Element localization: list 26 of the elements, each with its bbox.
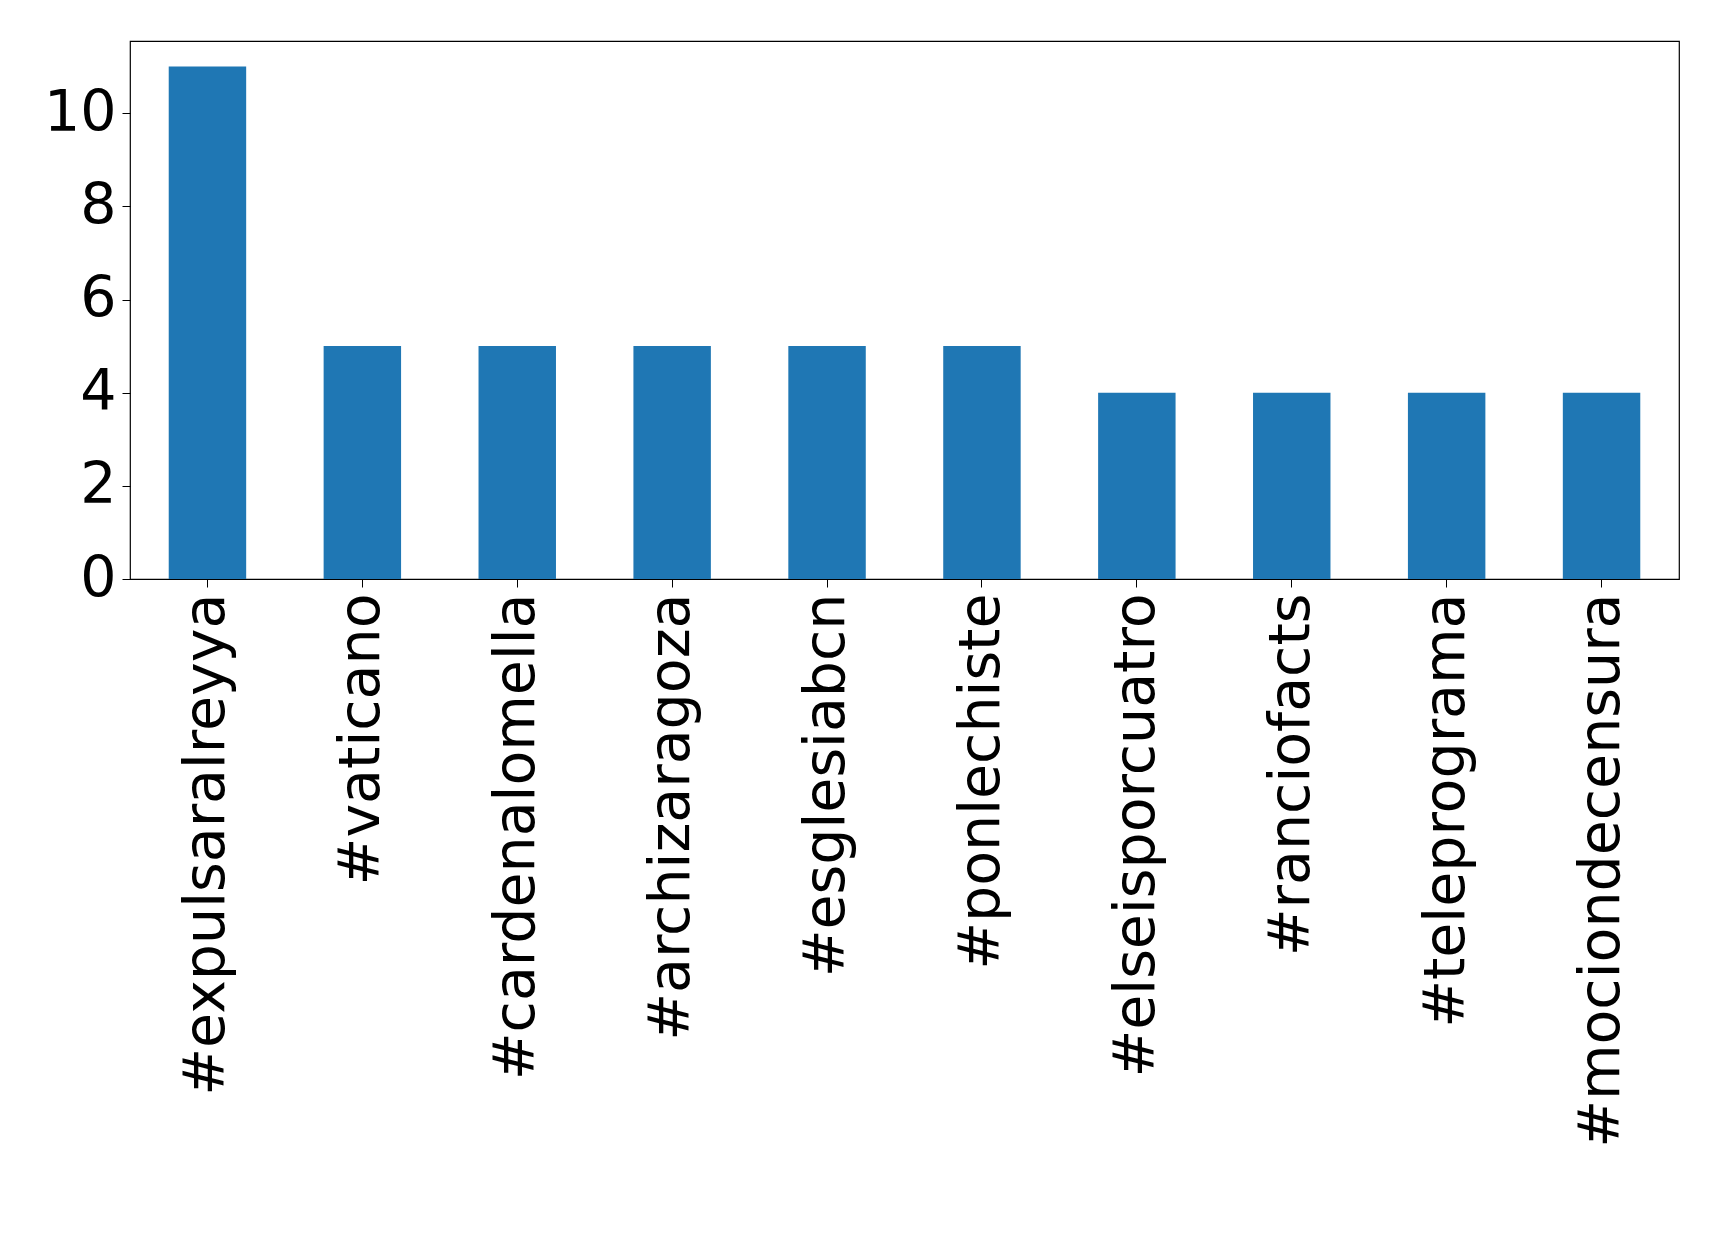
bar xyxy=(1562,392,1641,579)
x-tick-label: #esglesiabcn xyxy=(791,593,858,978)
x-tick-label: #expulsaralreyya xyxy=(171,593,238,1096)
bar xyxy=(1253,392,1331,579)
x-tick-label: #vaticano xyxy=(326,593,393,886)
x-tick-label: #ponlechiste xyxy=(945,593,1012,970)
x-tick-label: #cardenalomella xyxy=(481,593,548,1081)
bar xyxy=(1407,392,1486,579)
x-tick-label: #mociondecensura xyxy=(1565,593,1632,1148)
y-tick-label: 4 xyxy=(80,357,117,424)
bar xyxy=(943,346,1021,579)
y-tick-label: 8 xyxy=(80,170,117,237)
y-tick-label: 10 xyxy=(43,77,117,144)
x-tick-label: #teleprograma xyxy=(1410,593,1477,1028)
bar xyxy=(788,346,866,579)
y-tick-label: 0 xyxy=(80,543,117,610)
bar xyxy=(323,346,402,579)
bar xyxy=(168,66,247,579)
x-tick-label: #ranciofacts xyxy=(1255,593,1322,957)
x-tick-label: #elseisporcuatro xyxy=(1100,593,1167,1078)
y-tick-label: 2 xyxy=(80,450,117,517)
y-tick-label: 6 xyxy=(80,264,117,331)
bar xyxy=(633,346,711,579)
bar xyxy=(478,346,556,579)
bar xyxy=(1098,392,1176,579)
x-tick-label: #archizaragoza xyxy=(636,593,703,1041)
